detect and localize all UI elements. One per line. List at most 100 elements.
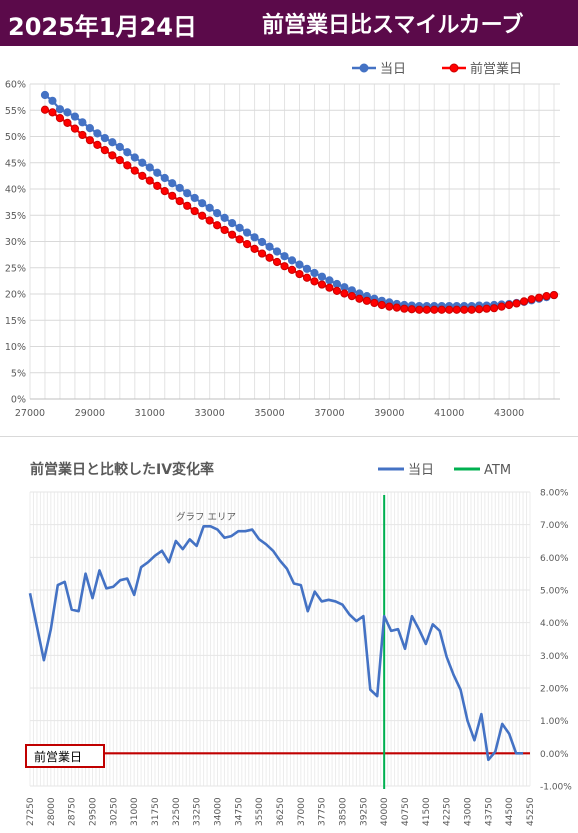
data-point-prev xyxy=(160,187,169,196)
data-point-prev xyxy=(205,216,214,225)
legend-label: 前営業日 xyxy=(470,61,522,77)
y-tick-label: 4.00% xyxy=(540,619,569,629)
data-point-today xyxy=(242,228,252,237)
data-point-prev xyxy=(482,304,491,313)
data-point-prev xyxy=(265,253,274,262)
data-point-today xyxy=(198,199,207,208)
data-point-today xyxy=(280,252,289,261)
data-point-prev xyxy=(340,289,349,298)
data-point-prev xyxy=(430,305,439,314)
x-tick-label: 31000 xyxy=(130,797,140,826)
data-point-prev xyxy=(527,295,536,304)
data-point-prev xyxy=(183,201,192,210)
x-tick-label: 28000 xyxy=(47,797,57,826)
data-point-prev xyxy=(362,296,371,305)
data-point-prev xyxy=(287,265,297,274)
data-point-today xyxy=(78,118,87,127)
data-point-today xyxy=(63,108,72,117)
x-tick-label: 35500 xyxy=(255,797,265,826)
x-tick-label: 33250 xyxy=(193,797,203,826)
data-point-today xyxy=(295,260,304,269)
data-point-today xyxy=(272,247,282,256)
x-tick-label: 41500 xyxy=(422,797,432,826)
data-point-prev xyxy=(407,305,416,314)
data-point-prev xyxy=(55,114,65,123)
data-point-prev xyxy=(490,304,499,313)
x-tick-label: 42250 xyxy=(443,797,453,826)
data-point-prev xyxy=(317,280,327,289)
data-point-prev xyxy=(63,118,72,127)
data-point-today xyxy=(317,272,327,281)
legend-label: ATM xyxy=(484,463,511,478)
data-point-prev xyxy=(437,305,446,314)
data-point-prev xyxy=(467,305,476,314)
data-point-prev xyxy=(302,273,312,282)
y-tick-label: 5.00% xyxy=(540,587,569,597)
legend-marker xyxy=(449,63,459,73)
data-point-today xyxy=(108,138,117,147)
x-tick-label: 34000 xyxy=(214,797,224,826)
baseline-label-box xyxy=(25,744,105,768)
y-tick-label: 6.00% xyxy=(540,554,569,564)
data-point-today xyxy=(153,168,162,177)
data-point-prev xyxy=(48,108,57,117)
data-point-today xyxy=(287,256,297,265)
data-point-today xyxy=(123,148,132,157)
data-point-prev xyxy=(93,140,102,150)
data-point-prev xyxy=(108,151,117,160)
y-tick-label: 2.00% xyxy=(540,685,569,695)
chart-title: 前営業日と比較したIV変化率 xyxy=(30,461,214,478)
data-point-prev xyxy=(280,262,289,271)
x-tick-label: 37750 xyxy=(318,797,328,826)
data-point-prev xyxy=(310,277,319,286)
data-point-today xyxy=(168,179,177,188)
data-point-prev xyxy=(123,161,132,170)
data-point-prev xyxy=(452,305,461,314)
x-tick-label: 36250 xyxy=(276,797,286,826)
data-point-today xyxy=(145,163,154,172)
data-point-today xyxy=(310,268,319,278)
x-tick-label: 27250 xyxy=(26,797,36,826)
data-point-today xyxy=(48,96,57,105)
date-label: 2025年1月24日 xyxy=(8,13,197,41)
data-point-today xyxy=(213,209,222,218)
data-point-prev xyxy=(213,221,222,230)
data-point-prev xyxy=(130,166,139,175)
data-point-today xyxy=(190,193,199,203)
data-point-prev xyxy=(504,300,514,310)
data-point-prev xyxy=(138,171,147,180)
x-tick-label: 29000 xyxy=(75,408,105,419)
baseline-label: 前営業日 xyxy=(34,749,82,764)
data-point-prev xyxy=(242,240,252,249)
data-point-today xyxy=(183,189,192,198)
y-tick-label: 60% xyxy=(5,80,26,91)
x-tick-label: 29500 xyxy=(89,797,99,826)
data-point-prev xyxy=(542,292,551,301)
x-tick-label: 43750 xyxy=(484,797,494,826)
y-tick-label: 55% xyxy=(5,106,26,117)
data-point-prev xyxy=(198,211,207,220)
data-point-today xyxy=(93,129,102,138)
iv-change-chart: 前営業日と比較したIV変化率 8.00% 7.00% 6.00% 5.00% 4.00% 3… xyxy=(25,461,572,826)
data-point-today xyxy=(220,213,229,222)
data-point-prev xyxy=(497,302,506,311)
data-point-today xyxy=(175,183,184,193)
x-tick-label: 39000 xyxy=(374,408,404,419)
data-point-today xyxy=(302,264,312,273)
y-tick-label: 5% xyxy=(11,368,26,379)
y-tick-label: 0% xyxy=(11,395,26,406)
data-point-today xyxy=(257,237,267,247)
data-point-prev xyxy=(40,105,50,114)
iv-change-panel: 前営業日と比較したIV変化率 8.00% 7.00% 6.00% 5.00% 4.00% 3… xyxy=(0,437,578,829)
data-point-today xyxy=(115,142,124,152)
x-tick-label: 37000 xyxy=(297,797,307,826)
data-point-today xyxy=(250,233,259,242)
data-point-prev xyxy=(325,283,334,292)
data-point-prev xyxy=(272,257,282,267)
y-tick-label: 45% xyxy=(5,158,26,169)
x-tick-label: 38500 xyxy=(339,797,349,826)
x-tick-label: 32500 xyxy=(172,797,182,826)
data-point-today xyxy=(160,173,169,183)
data-point-prev xyxy=(512,299,521,308)
data-point-prev xyxy=(347,292,356,301)
